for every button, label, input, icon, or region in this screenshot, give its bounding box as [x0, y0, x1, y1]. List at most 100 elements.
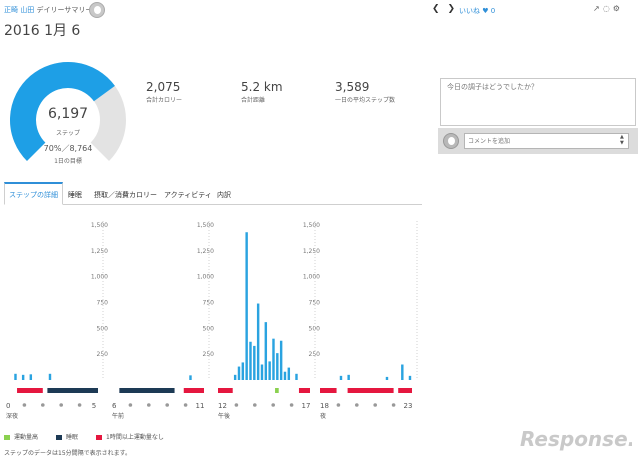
stat-value: 3,589	[335, 80, 370, 94]
stat-value: 5.2 km	[241, 80, 283, 94]
y-tick-label: 250	[203, 351, 215, 358]
hour-dot	[59, 403, 63, 407]
goal-label: 1日の目標	[54, 158, 82, 165]
status-segment-inactive	[17, 388, 43, 393]
heart-icon: ♥	[482, 7, 489, 15]
period-label: 夜	[320, 412, 326, 420]
stat-label: 合計カロリー	[146, 97, 183, 104]
lock-icon[interactable]: ◌	[602, 4, 613, 13]
legend-item-active: 運動量高	[4, 432, 38, 441]
mood-box	[440, 78, 636, 126]
tab-calories[interactable]: 摂取／消費カロリー	[94, 191, 157, 199]
previous-day-icon[interactable]: ❮	[432, 4, 448, 14]
share-icon[interactable]: ↗	[593, 4, 603, 13]
step-bar	[268, 361, 271, 380]
date-navigation: ❮❯	[432, 4, 463, 14]
step-bar	[249, 341, 252, 380]
hour-dot	[147, 403, 151, 407]
status-segment-active	[275, 388, 279, 393]
tab-activity[interactable]: アクティビティ	[164, 191, 212, 199]
like-button[interactable]: いいね ♥ 0	[459, 6, 495, 16]
y-tick-label: 1,250	[91, 248, 108, 255]
next-day-icon[interactable]: ❯	[447, 4, 464, 14]
hour-dot	[234, 403, 239, 407]
comment-input[interactable]	[464, 133, 629, 149]
step-bar	[21, 374, 25, 380]
user-avatar[interactable]	[89, 2, 105, 18]
status-segment-inactive	[218, 388, 233, 393]
stat-calories: 2,075 合計カロリー	[146, 80, 182, 104]
goal-steps: 8,764	[69, 144, 93, 153]
y-tick-label: 750	[309, 300, 321, 307]
y-tick-label: 250	[309, 351, 321, 358]
chart-panel: 18 23 夜	[320, 221, 418, 420]
tab-breakdown[interactable]: 内訳	[217, 191, 231, 199]
y-tick-label: 1,000	[197, 274, 214, 281]
comment-bar: ▲▼	[438, 128, 638, 154]
user-name-link[interactable]: 正畸 山田	[4, 6, 35, 14]
tab-sleep[interactable]: 睡眠	[68, 191, 82, 199]
commenter-avatar	[443, 133, 459, 149]
stat-label: 一日の平均ステップ数	[335, 97, 396, 104]
step-bar	[245, 232, 248, 380]
legend-swatch-sleep	[56, 435, 62, 440]
y-tick-label: 250	[97, 351, 109, 358]
goal-percent: 70%	[43, 144, 62, 153]
step-bar	[48, 373, 52, 380]
step-bar	[272, 338, 275, 380]
legend-swatch-active	[4, 435, 10, 440]
step-bar	[287, 367, 291, 380]
stat-label: 合計距離	[241, 97, 266, 104]
page-date: 2016 1月 6	[4, 23, 81, 39]
stat-value: 2,075	[146, 80, 181, 94]
response-watermark-logo: Response.	[520, 427, 632, 451]
hour-dot	[253, 403, 257, 407]
gear-icon[interactable]: ⚙	[612, 4, 623, 13]
footnote: ステップのデータは15分間隔で表示されます。	[4, 450, 132, 457]
status-segment-inactive	[183, 388, 204, 393]
hour-dot	[77, 403, 82, 407]
step-bar	[339, 375, 343, 380]
hour-start-label: 12	[218, 402, 227, 410]
status-segment-inactive	[320, 388, 337, 393]
chart-panel: 1,500 1,250 1,000 750 500 250 12 17 午後	[218, 221, 320, 420]
step-bar	[14, 373, 17, 380]
hour-start-label: 6	[112, 402, 117, 410]
step-count: 6,197	[48, 106, 89, 122]
step-bar	[279, 340, 283, 380]
mood-input[interactable]	[441, 79, 635, 95]
tab-step-details[interactable]: ステップの詳細	[4, 182, 63, 205]
step-bar	[276, 353, 279, 380]
y-tick-label: 1,500	[91, 222, 108, 229]
y-tick-label: 1,250	[303, 248, 320, 255]
step-bar	[241, 362, 245, 380]
like-label: いいね	[459, 7, 480, 15]
status-segment-sleep	[119, 388, 175, 393]
step-bar	[385, 376, 389, 380]
comment-spinner-icon[interactable]: ▲ ▼	[620, 134, 624, 146]
hour-end-label: 23	[404, 402, 413, 410]
gauge-fill	[10, 62, 115, 161]
y-tick-label: 1,250	[197, 248, 214, 255]
step-bar	[264, 322, 268, 380]
hour-end-label: 17	[302, 402, 311, 410]
step-bar	[347, 374, 350, 380]
top-toolbar: ↗◌⚙	[593, 4, 623, 13]
legend-label: 運動量高	[14, 434, 39, 441]
status-segment-sleep	[47, 388, 98, 393]
hour-end-label: 5	[92, 402, 96, 410]
hour-dot	[22, 403, 27, 407]
hour-dot	[271, 403, 276, 407]
hour-dot	[336, 403, 341, 407]
like-count: 0	[490, 7, 496, 15]
step-bar	[189, 375, 192, 380]
y-tick-label: 1,500	[197, 222, 214, 229]
status-segment-inactive	[298, 388, 310, 393]
step-bar	[256, 303, 260, 380]
legend-item-sleep: 睡眠	[56, 432, 78, 441]
status-segment-inactive	[347, 388, 394, 393]
stat-distance: 5.2 km 合計距離	[241, 80, 283, 104]
goal-progress: 70%／8,764	[43, 144, 93, 153]
step-bar	[408, 375, 412, 380]
